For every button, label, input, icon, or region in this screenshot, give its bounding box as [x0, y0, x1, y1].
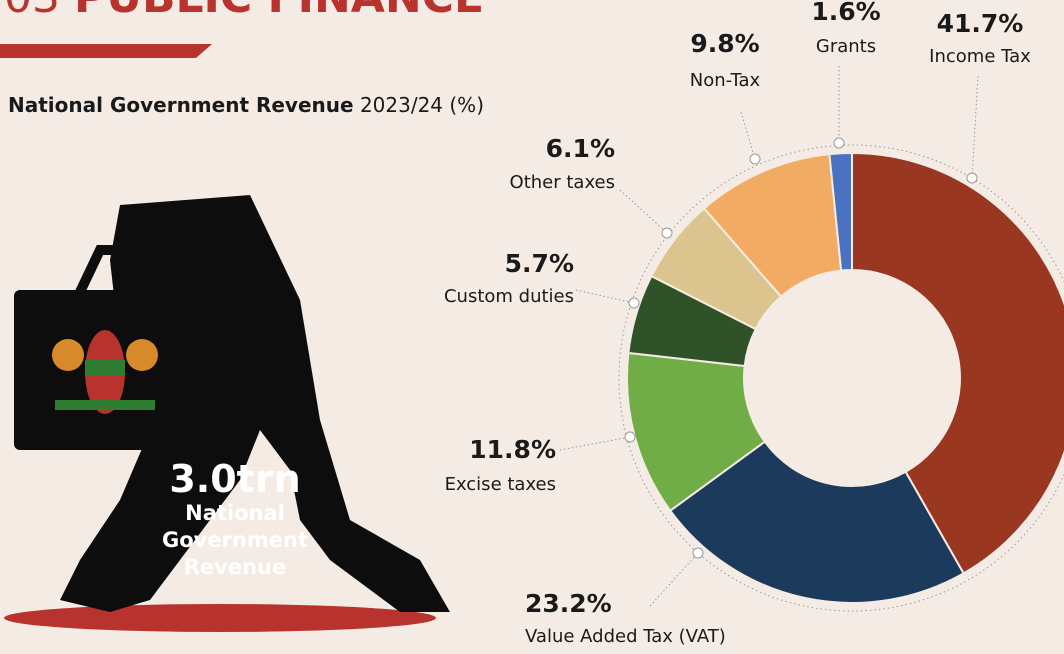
- leader-marker: [749, 153, 761, 165]
- category-label: Value Added Tax (VAT): [525, 626, 726, 647]
- leader-line: [559, 436, 631, 451]
- section-number: 03: [4, 0, 60, 23]
- chart-title-main: National Government Revenue: [8, 93, 354, 117]
- donut-slice: [851, 151, 1064, 575]
- leader-line: [971, 75, 979, 179]
- leader-line: [619, 189, 668, 234]
- leader-line: [575, 289, 635, 304]
- category-label: Income Tax: [929, 46, 1031, 67]
- chart-title: National Government Revenue 2023/24 (%): [8, 93, 484, 117]
- category-label: Grants: [816, 36, 876, 57]
- callout-value: 3.0trn: [169, 457, 301, 501]
- callout-text: National Government Revenue: [161, 501, 308, 579]
- leader-marker: [966, 172, 978, 184]
- floor-shadow: [4, 604, 436, 632]
- leader-marker: [624, 431, 636, 443]
- value-label: 5.7%: [505, 249, 574, 278]
- leader-marker: [833, 137, 845, 149]
- category-label: Other taxes: [510, 172, 615, 193]
- value-label: 11.8%: [469, 435, 556, 464]
- value-label: 41.7%: [937, 9, 1024, 38]
- outer-ring: [618, 144, 1064, 612]
- value-label: 1.6%: [811, 0, 880, 26]
- coat-of-arms: [52, 330, 158, 414]
- leader-line: [740, 111, 756, 160]
- leader-marker: [661, 227, 673, 239]
- value-label: 6.1%: [546, 134, 615, 163]
- category-label: Non-Tax: [690, 70, 761, 91]
- section-title: 03 PUBLIC FINANCE: [4, 0, 484, 23]
- chart-subtitle: 2023/24 (%): [360, 93, 484, 117]
- leader-marker: [692, 547, 704, 559]
- value-label: 9.8%: [690, 29, 759, 58]
- section-name: PUBLIC FINANCE: [74, 0, 484, 23]
- donut-slice: [828, 151, 853, 272]
- category-label: Excise taxes: [445, 474, 556, 495]
- title-bar: [0, 44, 212, 58]
- category-label: Custom duties: [444, 286, 574, 307]
- value-label: 23.2%: [525, 589, 612, 618]
- leader-line: [649, 552, 699, 607]
- donut-slice: [668, 440, 965, 604]
- callout: 3.0trn National Government Revenue: [150, 458, 320, 581]
- leader-marker: [628, 297, 640, 309]
